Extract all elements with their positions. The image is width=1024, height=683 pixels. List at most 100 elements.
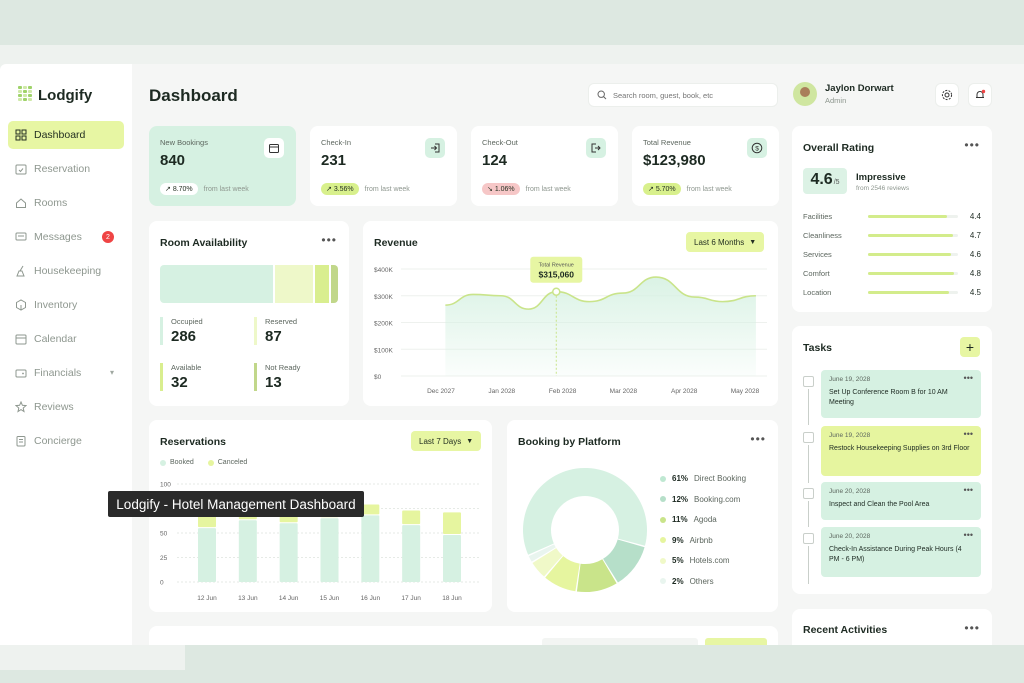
room-availability-card: Room Availability ••• Occupied 286 Reser… xyxy=(149,221,349,406)
bar-booked[interactable] xyxy=(402,525,421,582)
platform-item: 61% Direct Booking xyxy=(660,474,746,483)
sidebar-item-housekeeping[interactable]: Housekeeping xyxy=(8,257,124,285)
notification-badge: 2 xyxy=(102,231,114,243)
bar-canceled[interactable] xyxy=(443,512,461,534)
stat-card-check-in[interactable]: Check-In 231 ↗ 3.56% from last week xyxy=(310,126,457,206)
login-icon xyxy=(425,138,445,158)
task-card[interactable]: June 19, 2028 Restock Housekeeping Suppli… xyxy=(821,426,981,476)
not-ready-label: Not Ready xyxy=(265,363,301,372)
donut-slice-airbnb[interactable] xyxy=(545,556,580,592)
rating-value: 4.5 xyxy=(969,287,981,297)
platform-item: 5% Hotels.com xyxy=(660,556,730,565)
app-logo[interactable]: Lodgify xyxy=(18,86,92,104)
stat-value: $123,980 xyxy=(643,152,706,169)
bar-canceled[interactable] xyxy=(361,504,380,515)
platform-name: Airbnb xyxy=(689,535,713,545)
recent-activities-card: Recent Activities ••• xyxy=(792,609,992,645)
search-input[interactable] xyxy=(613,90,773,100)
platform-color-dot xyxy=(660,557,666,564)
sidebar-item-reservation[interactable]: Reservation xyxy=(8,155,124,183)
highlight-point[interactable] xyxy=(552,287,561,296)
notifications-button[interactable] xyxy=(968,83,992,107)
logo-icon xyxy=(18,86,32,104)
sidebar-item-concierge[interactable]: Concierge xyxy=(8,427,124,455)
add-task-button[interactable]: + xyxy=(960,337,980,357)
rating-fill xyxy=(868,233,953,237)
reserved-label: Reserved xyxy=(265,317,298,326)
task-date: June 20, 2028 xyxy=(829,533,871,540)
concierge-icon xyxy=(15,435,27,447)
x-tick-label: 12 Jun xyxy=(197,595,217,602)
donut-slice-agoda[interactable] xyxy=(576,559,617,592)
more-icon[interactable]: ••• xyxy=(964,138,980,152)
stat-reserved: Reserved 87 xyxy=(254,317,297,345)
bar-booked[interactable] xyxy=(238,520,257,582)
stat-card-new-bookings[interactable]: New Bookings 840 ↗ 8.70% from last week xyxy=(149,126,296,206)
y-tick-label: 25 xyxy=(160,555,168,562)
more-icon[interactable]: ••• xyxy=(963,429,973,439)
more-icon[interactable]: ••• xyxy=(964,621,980,635)
sidebar-item-reviews[interactable]: Reviews xyxy=(8,393,124,421)
calendar-check-icon xyxy=(15,163,27,175)
logout-icon xyxy=(586,138,606,158)
search-box[interactable] xyxy=(588,83,778,107)
bottom-card-search[interactable] xyxy=(542,638,698,645)
sidebar-item-dashboard[interactable]: Dashboard xyxy=(8,121,124,149)
revenue-range-label: Last 6 Months xyxy=(694,237,745,247)
more-icon[interactable]: ••• xyxy=(963,373,973,383)
stat-card-check-out[interactable]: Check-Out 124 ↘ 1.06% from last week xyxy=(471,126,618,206)
task-card[interactable]: June 19, 2028 Set Up Conference Room B fo… xyxy=(821,370,981,418)
donut-slice-direct-booking[interactable] xyxy=(523,468,647,555)
bar-booked[interactable] xyxy=(198,528,216,582)
settings-button[interactable] xyxy=(935,83,959,107)
task-checkbox[interactable] xyxy=(803,533,814,544)
rating-label: Location xyxy=(803,287,832,297)
task-checkbox[interactable] xyxy=(803,432,814,443)
task-card[interactable]: June 20, 2028 Check-In Assistance During … xyxy=(821,527,981,577)
platform-item: 2% Others xyxy=(660,577,714,586)
stat-card-total-revenue[interactable]: Total Revenue $123,980 $ ↗ 5.70% from last w… xyxy=(632,126,779,206)
trend-up-icon: ↗ xyxy=(326,186,334,193)
reservations-range-dropdown[interactable]: Last 7 Days ▼ xyxy=(411,431,482,451)
revenue-range-dropdown[interactable]: Last 6 Months ▼ xyxy=(686,232,765,252)
reserved-value: 87 xyxy=(265,328,282,345)
bar-canceled[interactable] xyxy=(402,510,421,525)
bar-booked[interactable] xyxy=(320,518,339,582)
sidebar-item-messages[interactable]: Messages 2 xyxy=(8,223,124,251)
bar-booked[interactable] xyxy=(443,534,461,582)
sidebar-item-label: Inventory xyxy=(34,299,78,311)
stat-change: ↗ 8.70% from last week xyxy=(160,183,249,195)
calendar-icon xyxy=(15,333,27,345)
occupied-value: 286 xyxy=(171,328,197,345)
sidebar-item-rooms[interactable]: Rooms xyxy=(8,189,124,217)
bar-booked[interactable] xyxy=(279,523,298,582)
donut-slice-booking-com[interactable] xyxy=(603,539,645,583)
task-checkbox[interactable] xyxy=(803,488,814,499)
sidebar-item-financials[interactable]: Financials ▾ xyxy=(8,359,124,387)
y-tick-label: $100K xyxy=(374,347,393,354)
platform-color-dot xyxy=(660,475,666,482)
bottom-card-button[interactable] xyxy=(705,638,767,645)
booking-platform-card: Booking by Platform ••• 61% Direct Bookin… xyxy=(507,420,778,612)
donut-slice-hotels-com[interactable] xyxy=(532,548,563,577)
task-item: June 20, 2028 Inspect and Clean the Pool … xyxy=(803,482,981,527)
more-icon[interactable]: ••• xyxy=(963,530,973,540)
more-icon[interactable]: ••• xyxy=(963,485,973,495)
y-tick-label: $400K xyxy=(374,267,393,274)
more-icon[interactable]: ••• xyxy=(750,432,766,446)
bar-booked[interactable] xyxy=(361,515,380,582)
sidebar-item-inventory[interactable]: Inventory xyxy=(8,291,124,319)
more-icon[interactable]: ••• xyxy=(321,233,337,247)
tooltip-label: Total Revenue xyxy=(539,263,574,269)
avatar[interactable] xyxy=(793,82,817,106)
stat-label: New Bookings xyxy=(160,138,208,147)
change-foot: from last week xyxy=(525,185,571,193)
rating-row-location: Location 4.5 xyxy=(803,286,981,298)
task-card[interactable]: June 20, 2028 Inspect and Clean the Pool … xyxy=(821,482,981,520)
donut-slice-others[interactable] xyxy=(528,544,556,562)
task-checkbox[interactable] xyxy=(803,376,814,387)
task-date: June 19, 2028 xyxy=(829,432,871,439)
task-connector xyxy=(808,546,809,584)
user-profile[interactable]: Jaylon Dorwart Admin xyxy=(793,82,894,106)
sidebar-item-calendar[interactable]: Calendar xyxy=(8,325,124,353)
